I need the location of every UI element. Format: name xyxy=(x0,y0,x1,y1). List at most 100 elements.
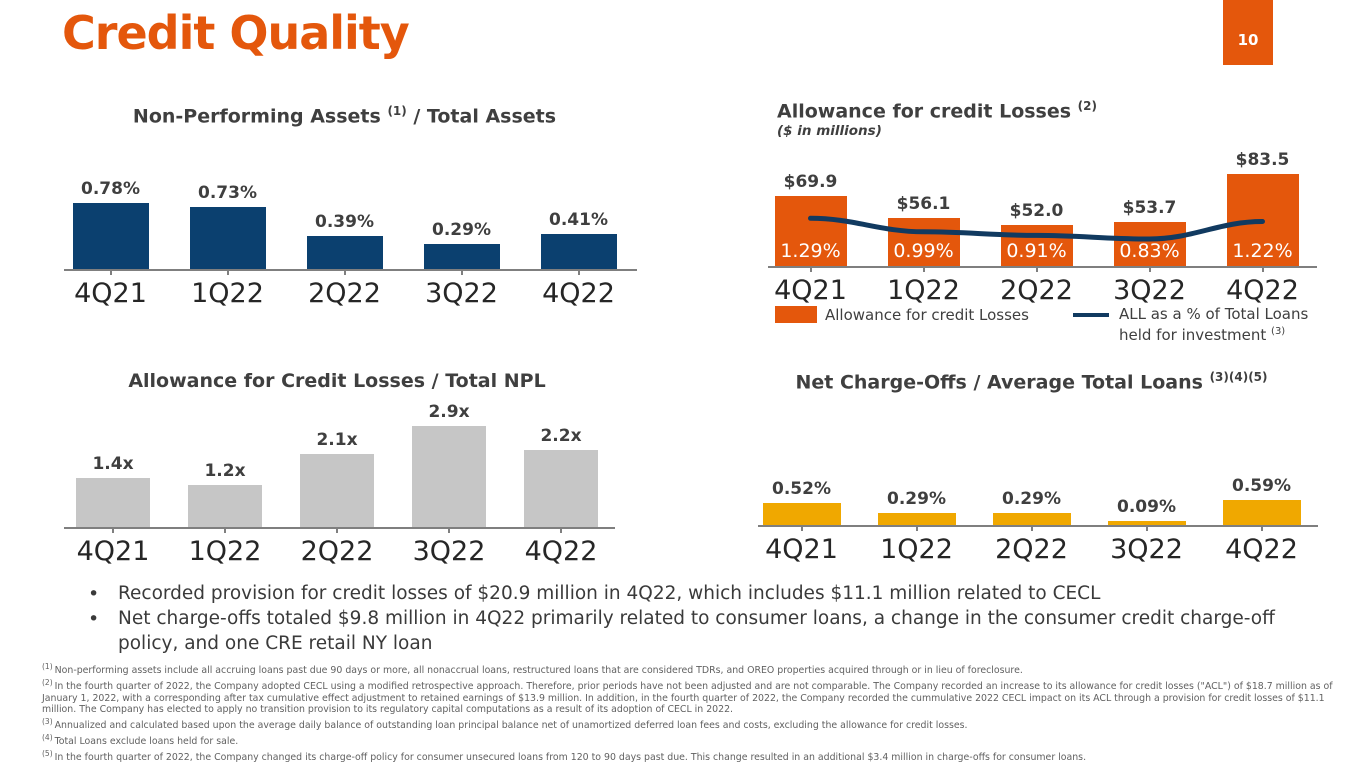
bar-value-label: 0.09% xyxy=(1117,497,1176,517)
page-title: Credit Quality xyxy=(62,6,410,60)
bar xyxy=(1222,500,1301,525)
legend-bar-swatch xyxy=(775,306,817,323)
legend-line-label: ALL as a % of Total Loans held for inves… xyxy=(1119,306,1308,344)
legend-line-label-line2: held for investment xyxy=(1118,326,1272,344)
footnote: (1) Non-performing assets include all acc… xyxy=(42,662,1023,677)
bar-column: 0.73% xyxy=(169,159,286,269)
bar-value-label: 1.2x xyxy=(204,461,246,481)
bar-value-label: 0.78% xyxy=(81,179,140,199)
legend-line-swatch xyxy=(1072,313,1109,317)
category-label: 1Q22 xyxy=(880,534,953,565)
bar-column: 0.59% xyxy=(1204,465,1319,525)
axis-tick xyxy=(343,269,346,275)
category-label: 4Q22 xyxy=(1225,534,1298,565)
category-label: 4Q21 xyxy=(74,278,147,309)
bar-value-label: 0.52% xyxy=(772,479,831,499)
bar-value-label: $52.0 xyxy=(1009,201,1064,221)
axis-tick xyxy=(109,269,112,275)
bar-value-label: 2.9x xyxy=(428,402,470,422)
footnote-marker: (3) xyxy=(42,717,53,727)
bar-column: 0.29% xyxy=(859,465,974,525)
bar xyxy=(300,454,374,527)
axis-tick xyxy=(226,269,229,275)
category-label: 1Q22 xyxy=(887,275,960,306)
axis-tick xyxy=(922,266,925,272)
bar-column: 1.2x xyxy=(169,402,281,527)
footnote-marker: (5) xyxy=(42,748,53,758)
x-axis-line xyxy=(64,527,615,529)
chart-title-acl: Allowance for credit Losses (2) xyxy=(777,99,1097,122)
all-percent-label: 0.83% xyxy=(1119,240,1180,262)
bullet-item: Net charge-offs totaled $9.8 million in … xyxy=(80,607,1330,656)
legend-bar-label: Allowance for credit Losses xyxy=(825,306,1029,324)
bar-column: $83.5 1.22% xyxy=(1206,150,1319,266)
bar xyxy=(306,236,383,269)
bar xyxy=(762,503,841,525)
footnote: (3) Annualized and calculated based upon … xyxy=(42,717,968,732)
bar xyxy=(76,478,150,527)
bar-column: 0.29% xyxy=(403,159,520,269)
bar-column: 0.09% xyxy=(1089,465,1204,525)
bar-column: 2.1x xyxy=(281,402,393,527)
category-label: 3Q22 xyxy=(412,536,486,567)
page-number-badge: 10 xyxy=(1223,0,1273,65)
bar-column: 0.41% xyxy=(520,159,637,269)
axis-tick xyxy=(809,266,812,272)
legend-line-label-line1: ALL as a % of Total Loans xyxy=(1118,305,1309,323)
acl-npl-bar-chart: 1.4x 4Q21 1.2x 1Q22 2.1x 2Q22 2.9x 3Q22 2.2x 4Q22 xyxy=(57,402,617,575)
axis-tick xyxy=(448,527,450,533)
category-label: 2Q22 xyxy=(308,278,381,309)
bar-value-label: 0.29% xyxy=(1002,489,1061,509)
chart-title-footnote-ref: (1) xyxy=(387,104,407,118)
nco-bar-chart: 0.52% 4Q21 0.29% 1Q22 0.29% 2Q22 0.09% 3Q22 0.59… xyxy=(744,465,1319,573)
bar xyxy=(188,485,262,527)
axis-tick xyxy=(224,527,226,533)
acl-chart-legend: Allowance for credit Losses ALL as a % o… xyxy=(775,306,1308,344)
page-number: 10 xyxy=(1237,30,1259,49)
chart-title-text: Non-Performing Assets xyxy=(132,105,388,128)
bar xyxy=(423,244,500,269)
category-label: 2Q22 xyxy=(1000,275,1073,306)
bar-value-label: 0.59% xyxy=(1232,476,1291,496)
axis-tick xyxy=(460,269,463,275)
axis-tick xyxy=(1030,525,1033,531)
all-percent-label: 0.91% xyxy=(1006,240,1067,262)
x-axis-line xyxy=(758,525,1318,527)
category-label: 4Q22 xyxy=(542,278,615,309)
footnote: (4) Total Loans exclude loans held for sa… xyxy=(42,732,239,748)
category-label: 4Q21 xyxy=(774,275,847,306)
acl-bar-line-chart: $69.9 1.29% 4Q21 $56.1 0.99% 1Q22 $52.0 0.91% 2Q… xyxy=(754,150,1319,314)
chart-title-text-after: / Total Assets xyxy=(406,105,557,128)
footnote: (5) In the fourth quarter of 2022, the Co… xyxy=(42,748,1087,763)
footnotes: (1) Non-performing assets include all acc… xyxy=(42,661,1342,764)
footnote-marker: (2) xyxy=(42,677,53,687)
all-percent-label: 1.29% xyxy=(780,240,841,262)
chart-title-npa: Non-Performing Assets (1) / Total Assets xyxy=(52,104,637,127)
x-axis-line xyxy=(768,266,1317,268)
bar xyxy=(992,513,1071,525)
category-label: 2Q22 xyxy=(995,534,1068,565)
axis-tick xyxy=(1145,525,1148,531)
chart-subtitle-acl: ($ in millions) xyxy=(777,123,882,139)
category-label: 2Q22 xyxy=(300,536,374,567)
bar-column: $52.0 0.91% xyxy=(980,151,1093,266)
bar-column: 0.39% xyxy=(286,159,403,269)
category-label: 4Q22 xyxy=(524,536,598,567)
category-label: 3Q22 xyxy=(425,278,498,309)
bar-column: 1.4x xyxy=(57,402,169,527)
bar-value-label: 0.29% xyxy=(887,489,946,509)
axis-tick xyxy=(112,527,114,533)
axis-tick xyxy=(800,525,803,531)
bar-value-label: $69.9 xyxy=(783,172,838,192)
bar-value-label: 0.73% xyxy=(198,183,257,203)
chart-title-footnote-ref: (2) xyxy=(1077,99,1097,113)
axis-tick xyxy=(1261,266,1264,272)
axis-tick xyxy=(1035,266,1038,272)
bar-value-label: 1.4x xyxy=(92,454,134,474)
bar xyxy=(72,203,149,269)
category-label: 4Q22 xyxy=(1226,275,1299,306)
chart-title-text: Allowance for credit Losses xyxy=(777,100,1078,123)
bullet-item: Recorded provision for credit losses of … xyxy=(80,582,1330,607)
bar-value-label: $56.1 xyxy=(896,194,951,214)
bar xyxy=(412,426,486,527)
